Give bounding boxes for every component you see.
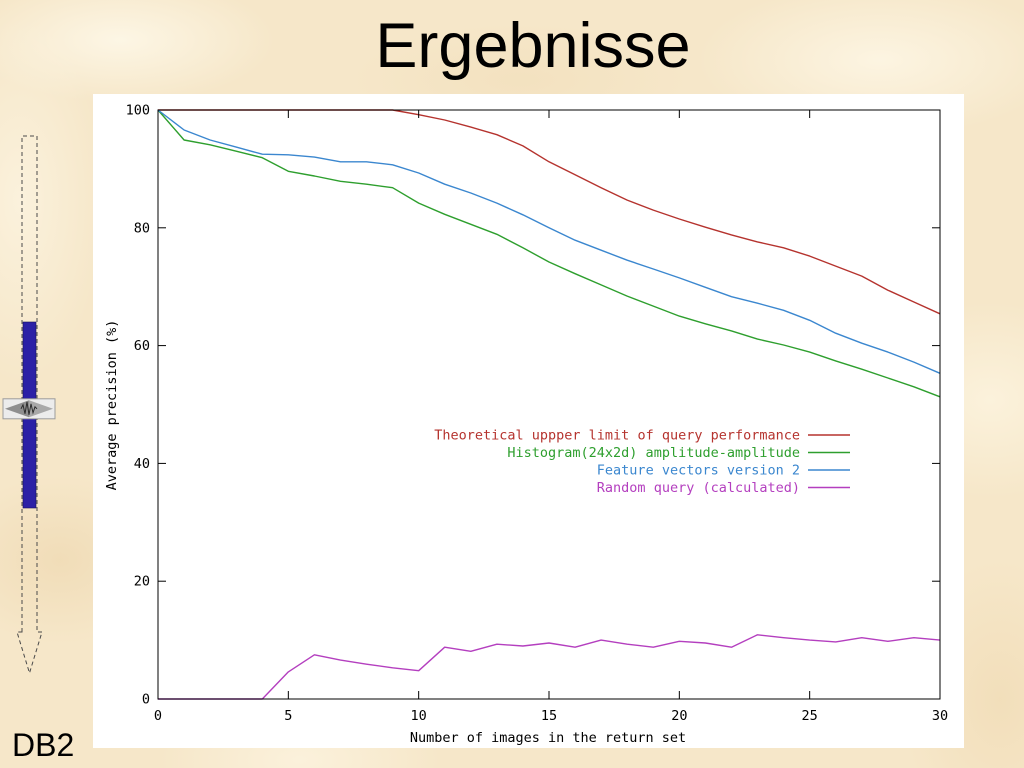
series-line-2 [157,109,941,398]
legend: Theoretical uppper limit of query perfor… [434,428,850,496]
plot-frame [157,109,941,700]
thumb-waveform [20,401,38,415]
x-tick-label: 30 [932,708,948,724]
x-tick-label: 25 [802,708,818,724]
y-tick-label: 0 [142,692,150,708]
series-line-4 [158,634,941,700]
slide-title: Ergebnisse [375,11,691,81]
series-line-3 [157,109,941,374]
legend-label: Theoretical uppper limit of query perfor… [434,428,800,444]
slide-progress-indicator [2,135,56,675]
axis-tick-labels: 0 5 10 15 20 25 30 0 20 40 60 80 100 [126,103,949,725]
x-tick-label: 5 [284,708,292,724]
x-axis-label: Number of images in the return set [410,730,686,746]
slider-thumb-icon [2,398,56,420]
legend-label: Random query (calculated) [597,480,800,496]
dashed-down-arrow-icon [16,135,43,675]
y-axis-label: Average precision (%) [104,320,120,491]
axis-ticks [157,109,941,700]
legend-label: Histogram(24x2d) amplitude-amplitude [507,445,800,461]
y-tick-label: 40 [134,456,150,472]
series-line-1 [158,109,941,315]
footer-label: DB2 [12,727,75,763]
x-tick-label: 15 [541,708,557,724]
series-layer [157,109,941,700]
thumb-right-arrow [29,400,53,418]
x-tick-label: 20 [671,708,687,724]
y-tick-label: 20 [134,574,150,590]
y-tick-label: 100 [126,103,150,119]
chart-panel: 0 5 10 15 20 25 30 0 20 40 60 80 100 Theoretical upp… [93,94,964,748]
y-tick-label: 80 [134,220,150,236]
y-tick-label: 60 [134,338,150,354]
x-tick-label: 10 [411,708,427,724]
legend-label: Feature vectors version 2 [597,463,800,479]
precision-line-chart: 0 5 10 15 20 25 30 0 20 40 60 80 100 Theoretical upp… [104,103,949,747]
x-tick-label: 0 [154,708,162,724]
